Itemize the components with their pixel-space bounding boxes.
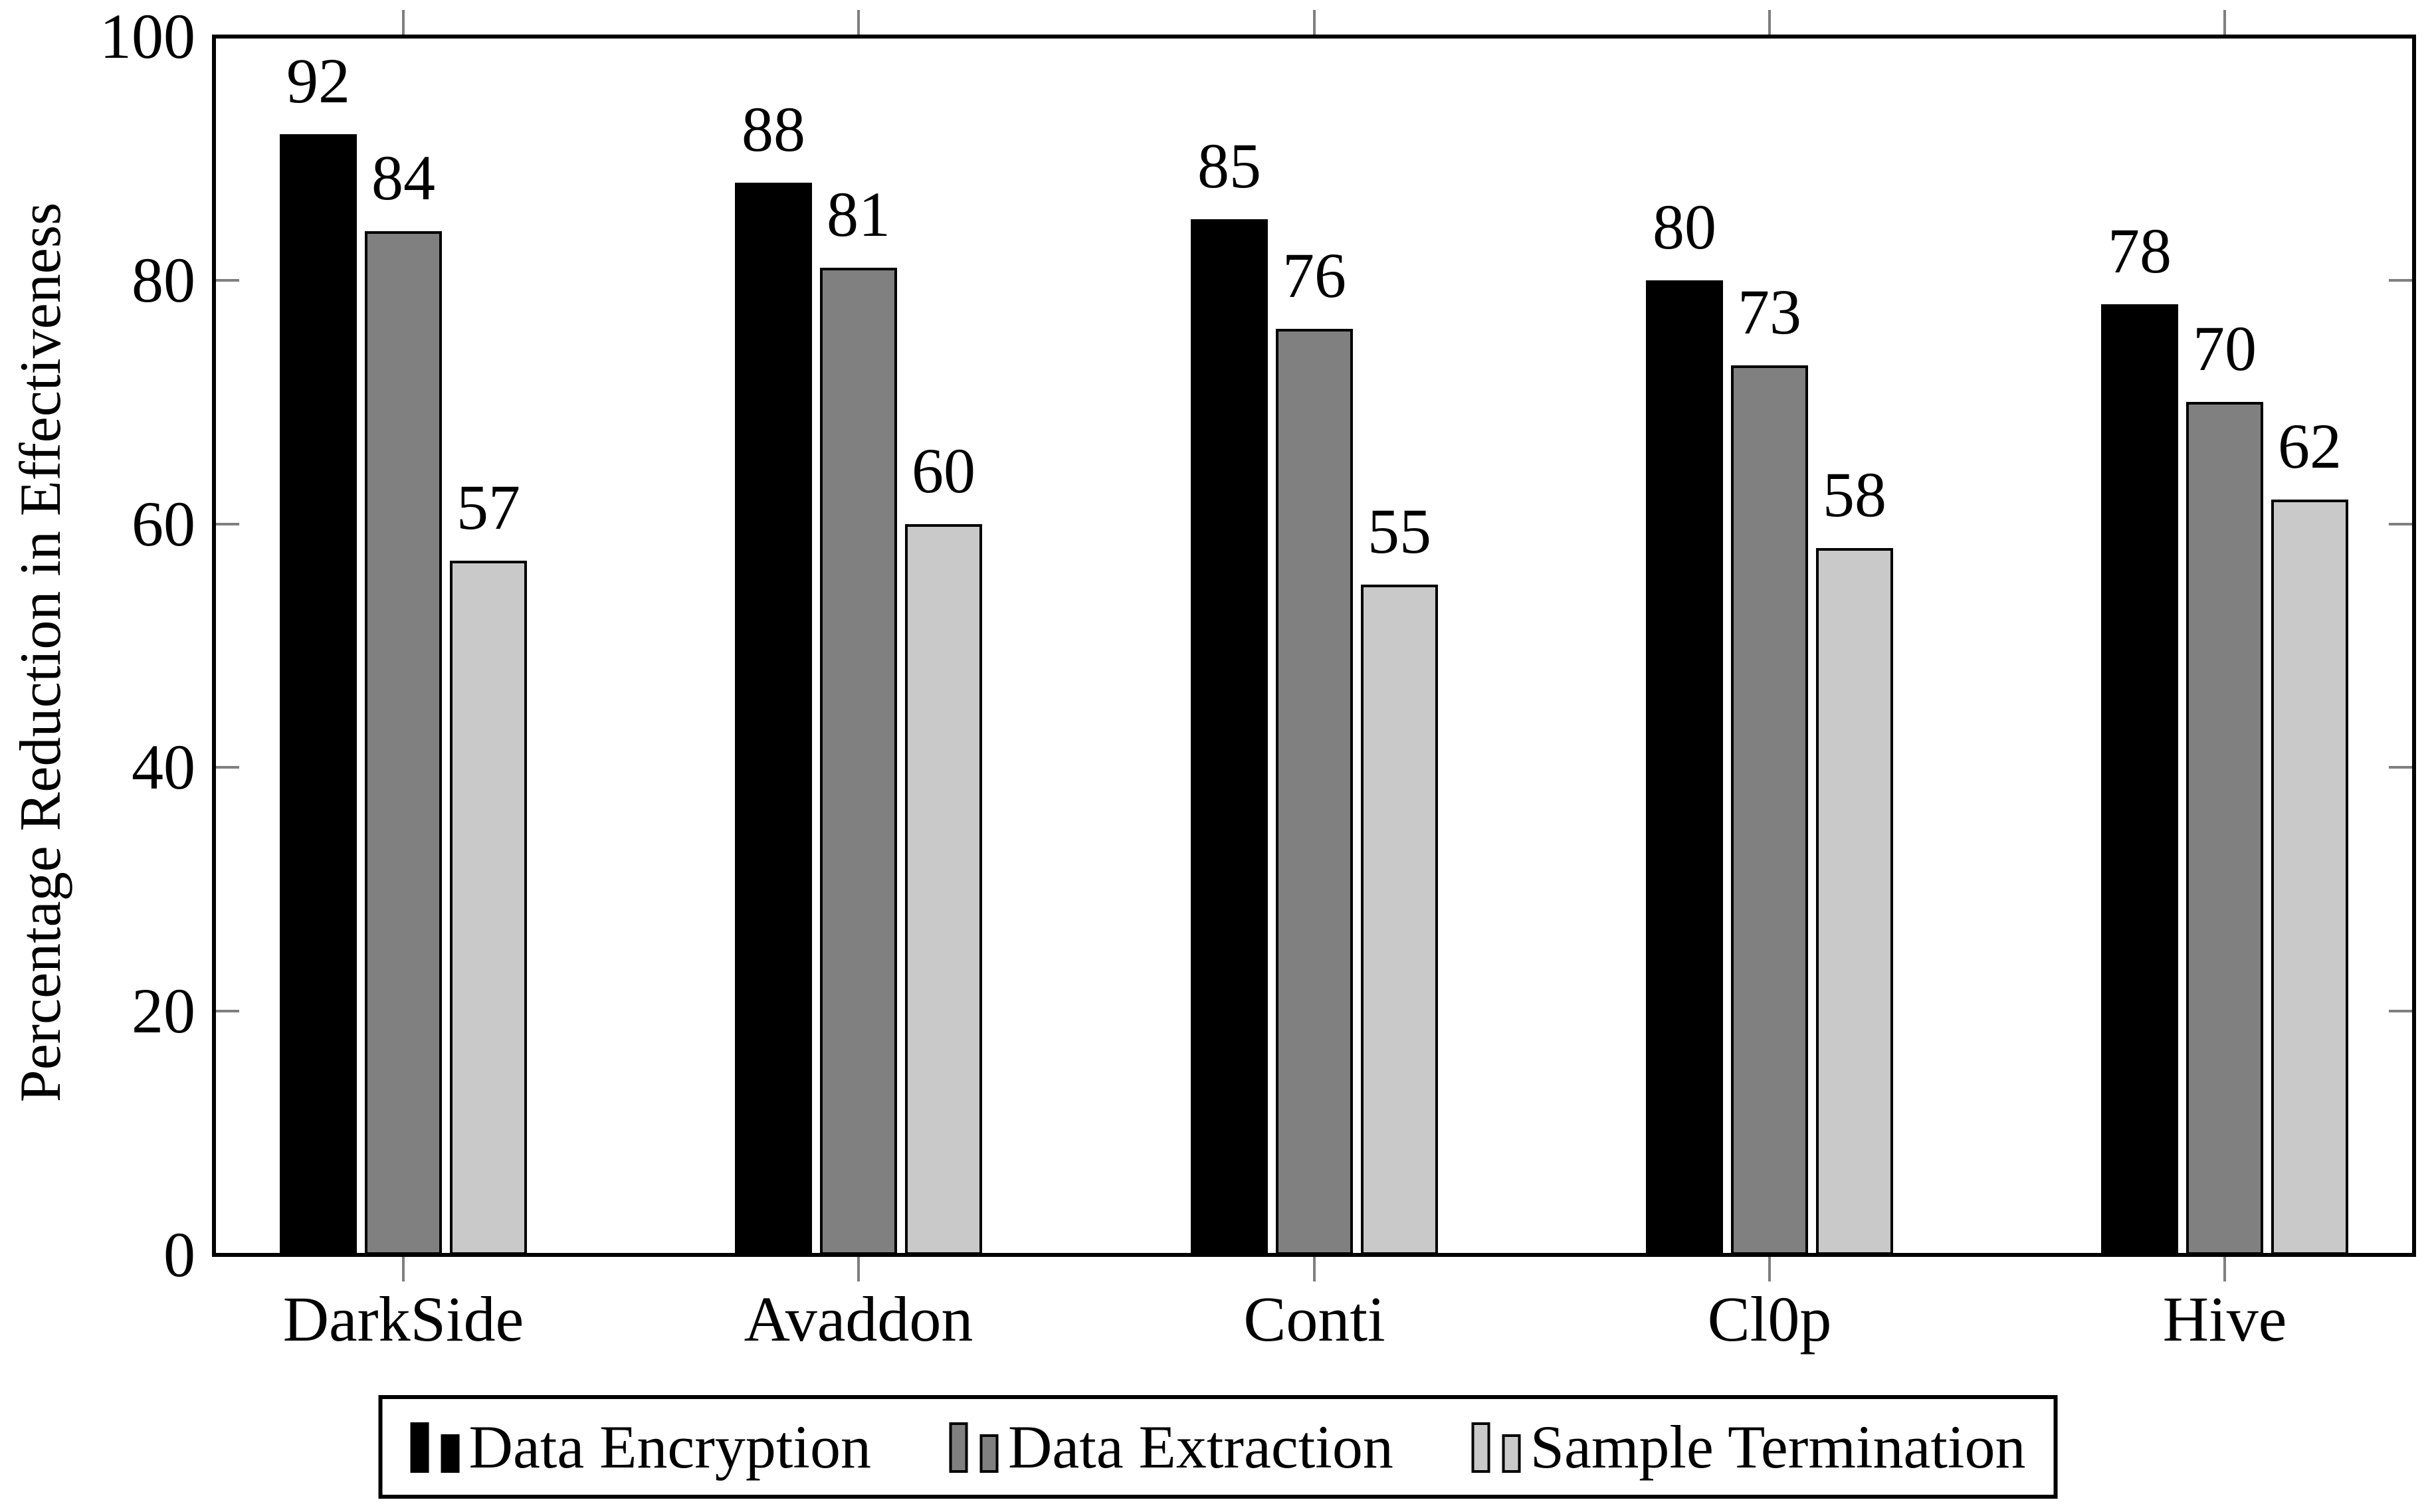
y-axis-title: Percentage Reduction in Effectiveness — [9, 202, 73, 1103]
legend-marker-bar-tall — [410, 1422, 429, 1473]
bar-data-extraction — [365, 231, 442, 1255]
bar-value-label: 78 — [2108, 215, 2172, 286]
legend-marker-data-encryption — [410, 1421, 460, 1473]
bar-sample-termination — [1361, 585, 1438, 1255]
bar-value-label: 92 — [286, 45, 350, 116]
x-tick-bottom — [1768, 1255, 1771, 1281]
legend-entry: Data Extraction — [949, 1413, 1393, 1481]
legend-entry: Sample Termination — [1471, 1413, 2026, 1481]
bar-sample-termination — [2271, 500, 2348, 1255]
bar-data-extraction — [820, 268, 897, 1255]
y-tick-label: 0 — [163, 1219, 195, 1290]
x-tick-bottom — [1313, 1255, 1316, 1281]
bar-value-label: 80 — [1653, 191, 1716, 262]
y-tick-left — [214, 1010, 239, 1012]
y-tick-label: 60 — [132, 488, 195, 559]
bar-value-label: 55 — [1368, 496, 1431, 567]
x-tick-top — [402, 10, 405, 37]
legend-marker-bar-tall — [949, 1422, 968, 1473]
legend-label: Data Extraction — [1007, 1413, 1393, 1481]
x-category-label: Conti — [1243, 1283, 1385, 1355]
x-tick-bottom — [857, 1255, 860, 1281]
y-tick-left — [214, 279, 239, 282]
legend-marker-data-extraction — [949, 1421, 999, 1473]
legend-marker-bar-short — [979, 1434, 999, 1473]
legend-label: Sample Termination — [1530, 1413, 2026, 1481]
bar-data-encryption — [735, 183, 812, 1255]
y-tick-right — [2389, 523, 2414, 525]
legend: Data Encryption Data Extraction Sample Ter… — [378, 1395, 2058, 1499]
bar-value-label: 62 — [2278, 411, 2342, 482]
bar-sample-termination — [1816, 548, 1893, 1255]
x-tick-top — [1768, 10, 1771, 37]
bar-data-encryption — [280, 134, 357, 1255]
bar-value-label: 73 — [1738, 276, 1801, 347]
x-tick-top — [1313, 10, 1316, 37]
y-tick-left — [214, 523, 239, 525]
bar-value-label: 70 — [2193, 313, 2257, 384]
y-tick-left — [214, 766, 239, 769]
y-tick-right — [2389, 1010, 2414, 1012]
x-category-label: Cl0p — [1707, 1283, 1832, 1355]
bar-value-label: 60 — [912, 435, 975, 506]
legend-marker-sample-termination — [1471, 1421, 1521, 1473]
legend-marker-bar-short — [1502, 1434, 1521, 1473]
x-tick-top — [857, 10, 860, 37]
y-tick-label: 80 — [132, 244, 195, 316]
bar-sample-termination — [905, 524, 982, 1255]
x-category-label: Avaddon — [744, 1283, 973, 1355]
y-tick-right — [2389, 766, 2414, 769]
bar-value-label: 81 — [827, 179, 890, 250]
bar-value-label: 84 — [371, 142, 435, 213]
bar-data-encryption — [1646, 280, 1723, 1255]
bar-value-label: 76 — [1282, 240, 1346, 311]
x-tick-top — [2223, 10, 2226, 37]
x-category-label: DarkSide — [282, 1283, 524, 1355]
y-tick-label: 100 — [100, 1, 195, 72]
y-tick-right — [2389, 279, 2414, 282]
legend-label: Data Encryption — [468, 1413, 871, 1481]
y-tick-label: 20 — [132, 975, 195, 1046]
bar-data-encryption — [1191, 219, 1268, 1255]
x-tick-bottom — [2223, 1255, 2226, 1281]
legend-entry: Data Encryption — [410, 1413, 871, 1481]
legend-marker-bar-tall — [1471, 1422, 1490, 1473]
bar-value-label: 88 — [742, 94, 805, 165]
x-tick-bottom — [402, 1255, 405, 1281]
bar-value-label: 57 — [457, 472, 520, 543]
bar-value-label: 85 — [1197, 130, 1261, 201]
bar-sample-termination — [450, 561, 527, 1255]
y-tick-label: 40 — [132, 731, 195, 803]
bar-value-label: 58 — [1823, 459, 1886, 530]
x-category-label: Hive — [2162, 1283, 2287, 1355]
bar-data-extraction — [2186, 402, 2263, 1255]
bar-data-extraction — [1276, 329, 1353, 1255]
bar-data-encryption — [2101, 304, 2178, 1255]
bar-data-extraction — [1731, 365, 1808, 1255]
legend-marker-bar-short — [441, 1434, 460, 1473]
